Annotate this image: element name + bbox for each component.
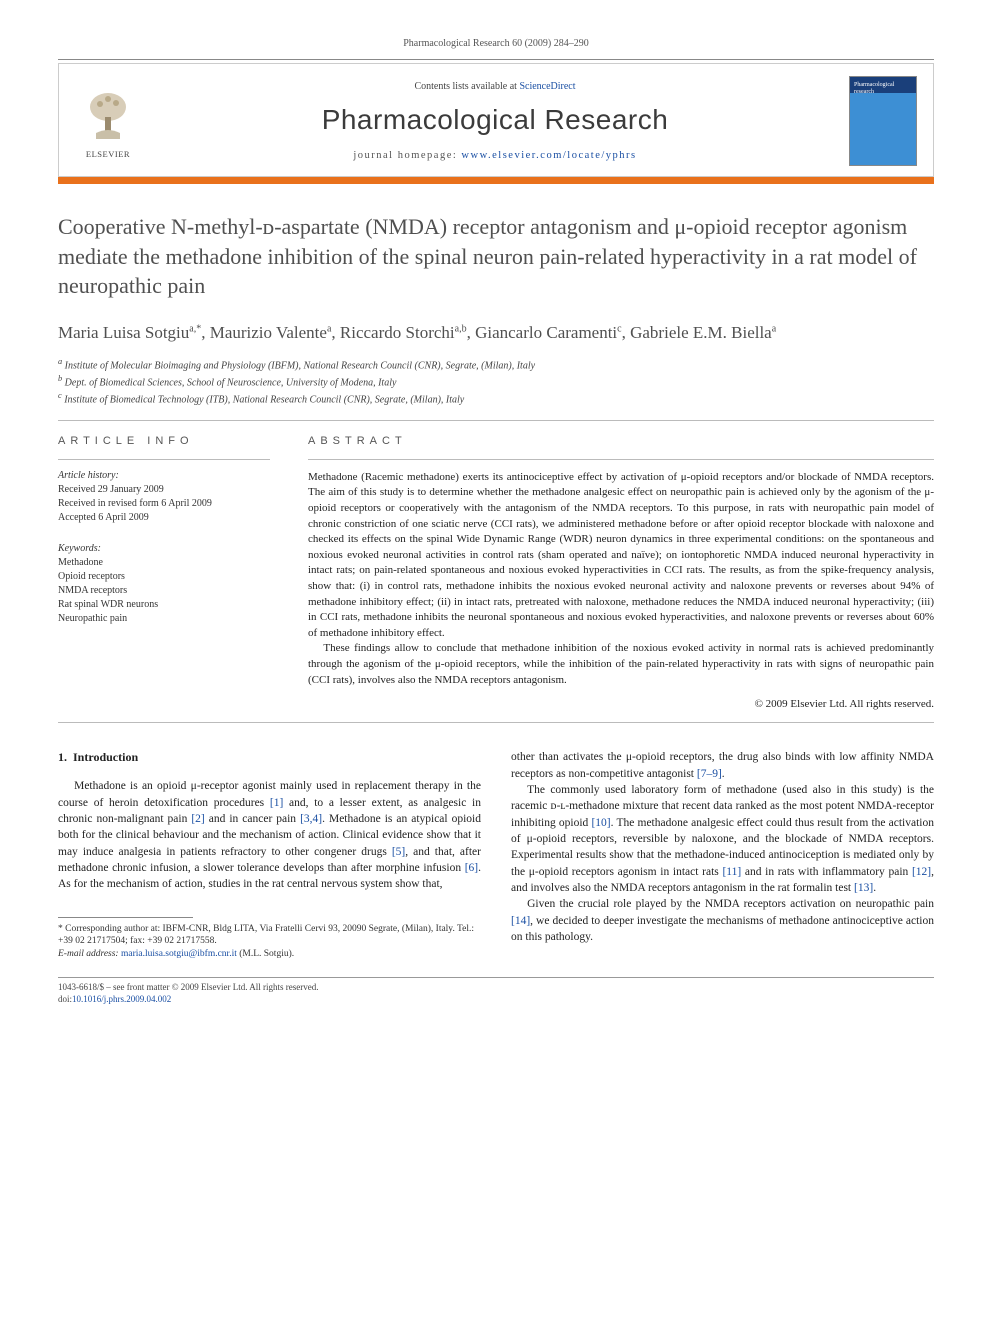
ref-link[interactable]: [6] (465, 862, 478, 874)
body-two-column: 1. Introduction Methadone is an opioid μ… (58, 749, 934, 961)
contents-available-line: Contents lists available at ScienceDirec… (159, 81, 831, 92)
section-rule-2 (58, 722, 934, 723)
history-accepted: Accepted 6 April 2009 (58, 511, 270, 525)
ref-link[interactable]: [7–9] (697, 768, 722, 780)
ref-link[interactable]: [14] (511, 915, 530, 927)
footnote-email-line: E-mail address: maria.luisa.sotgiu@ibfm.… (58, 948, 481, 961)
keywords-label: Keywords: (58, 543, 270, 554)
section-heading-introduction: 1. Introduction (58, 749, 481, 766)
keyword-item: Opioid receptors (58, 570, 270, 584)
abstract-label: ABSTRACT (308, 435, 934, 447)
homepage-prefix: journal homepage: (353, 150, 461, 161)
footer-doi-line: doi:10.1016/j.phrs.2009.04.002 (58, 993, 934, 1005)
article-history-label: Article history: (58, 470, 270, 481)
sciencedirect-link[interactable]: ScienceDirect (519, 81, 575, 92)
journal-cover-text: Pharmacological research (854, 82, 912, 95)
contents-prefix: Contents lists available at (414, 81, 519, 92)
journal-cover-thumbnail: Pharmacological research (849, 76, 917, 166)
journal-header-box: ELSEVIER Contents lists available at Sci… (58, 63, 934, 177)
footnote-address: * Corresponding author at: IBFM-CNR, Bld… (58, 923, 481, 949)
running-header: Pharmacological Research 60 (2009) 284–2… (58, 38, 934, 49)
keyword-item: Rat spinal WDR neurons (58, 598, 270, 612)
intro-paragraph-2: The commonly used laboratory form of met… (511, 782, 934, 896)
orange-divider (58, 177, 934, 184)
corresponding-author-footnote: * Corresponding author at: IBFM-CNR, Bld… (58, 923, 481, 961)
affiliation-b: b Dept. of Biomedical Sciences, School o… (58, 373, 934, 390)
email-label: E-mail address: (58, 949, 121, 959)
doi-link[interactable]: 10.1016/j.phrs.2009.04.002 (72, 994, 171, 1004)
email-suffix: (M.L. Sotgiu). (237, 949, 294, 959)
ref-link[interactable]: [13] (854, 882, 873, 894)
body-column-right: other than activates the μ-opioid recept… (511, 749, 934, 961)
ref-link[interactable]: [11] (722, 866, 741, 878)
author-list: Maria Luisa Sotgiua,*, Maurizio Valentea… (58, 321, 934, 346)
ref-link[interactable]: [1] (270, 797, 283, 809)
affiliation-a: a Institute of Molecular Bioimaging and … (58, 356, 934, 373)
abstract-copyright: © 2009 Elsevier Ltd. All rights reserved… (308, 698, 934, 710)
ref-link[interactable]: [10] (591, 817, 610, 829)
intro-paragraph-1-cont: other than activates the μ-opioid recept… (511, 749, 934, 782)
article-info-column: ARTICLE INFO Article history: Received 2… (58, 435, 270, 711)
corresponding-email-link[interactable]: maria.luisa.sotgiu@ibfm.cnr.it (121, 949, 237, 959)
footer-front-matter: 1043-6618/$ – see front matter © 2009 El… (58, 981, 934, 993)
intro-paragraph-3: Given the crucial role played by the NMD… (511, 896, 934, 945)
page-footer: 1043-6618/$ – see front matter © 2009 El… (58, 981, 934, 1005)
article-title: Cooperative N-methyl-ᴅ-aspartate (NMDA) … (58, 212, 934, 301)
ref-link[interactable]: [3,4] (300, 813, 322, 825)
intro-paragraph-1: Methadone is an opioid μ-receptor agonis… (58, 778, 481, 892)
section-rule-1 (58, 420, 934, 421)
keyword-item: Methadone (58, 556, 270, 570)
abstract-body: Methadone (Racemic methadone) exerts its… (308, 470, 934, 689)
ref-link[interactable]: [5] (392, 846, 405, 858)
abstract-column: ABSTRACT Methadone (Racemic methadone) e… (308, 435, 934, 711)
abstract-paragraph-1: Methadone (Racemic methadone) exerts its… (308, 470, 934, 642)
body-column-left: 1. Introduction Methadone is an opioid μ… (58, 749, 481, 961)
affiliations-block: a Institute of Molecular Bioimaging and … (58, 356, 934, 408)
ref-link[interactable]: [12] (912, 866, 931, 878)
journal-homepage-link[interactable]: www.elsevier.com/locate/yphrs (461, 150, 636, 161)
top-rule (58, 59, 934, 60)
ref-link[interactable]: [2] (191, 813, 204, 825)
keyword-item: Neuropathic pain (58, 612, 270, 626)
history-revised: Received in revised form 6 April 2009 (58, 497, 270, 511)
history-received: Received 29 January 2009 (58, 483, 270, 497)
journal-homepage-line: journal homepage: www.elsevier.com/locat… (159, 150, 831, 161)
footer-rule (58, 977, 934, 978)
journal-title: Pharmacological Research (159, 104, 831, 136)
keyword-item: NMDA receptors (58, 584, 270, 598)
article-info-label: ARTICLE INFO (58, 435, 270, 447)
affiliation-c: c Institute of Biomedical Technology (IT… (58, 390, 934, 407)
abstract-paragraph-2: These findings allow to conclude that me… (308, 641, 934, 688)
footnote-rule (58, 917, 193, 918)
doi-label: doi: (58, 994, 72, 1004)
elsevier-logo: ELSEVIER (75, 83, 141, 159)
elsevier-tree-icon (78, 89, 138, 147)
elsevier-label: ELSEVIER (86, 149, 130, 159)
